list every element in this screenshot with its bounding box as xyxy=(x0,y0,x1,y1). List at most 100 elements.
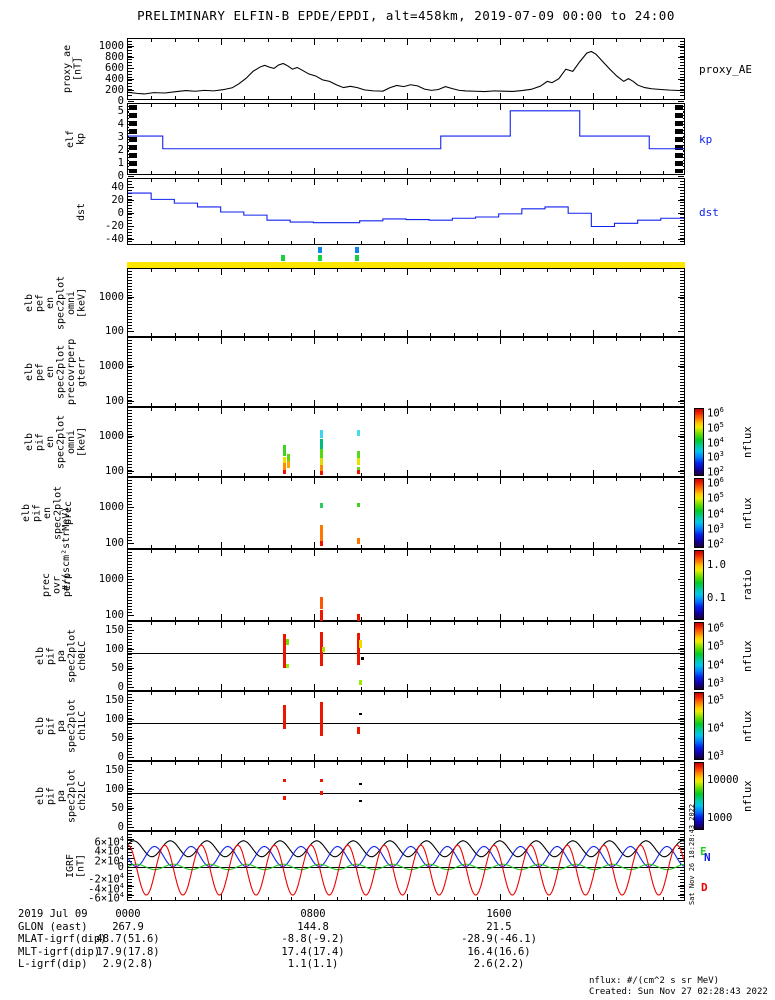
burst-marker-green xyxy=(355,255,360,261)
x-tick-bottom xyxy=(430,241,432,244)
data-line xyxy=(128,844,684,896)
y-tick-mark-left xyxy=(128,225,134,227)
x-tick-top xyxy=(314,622,315,628)
x-tick-bottom xyxy=(569,827,571,830)
y-tick-label: 1000 xyxy=(98,429,124,442)
x-tick-bottom xyxy=(151,96,153,99)
x-tick-top xyxy=(360,179,362,182)
x-tick-top xyxy=(546,338,548,341)
colorbar-unit-nflux: nflux xyxy=(742,710,754,742)
x-tick-top xyxy=(639,692,641,695)
x-tick-bottom xyxy=(500,330,501,336)
x-tick-bottom xyxy=(221,400,222,406)
x-tick-bottom xyxy=(174,241,176,244)
x-tick-top xyxy=(360,622,362,625)
y-tick-label: 100 xyxy=(105,643,124,656)
x-tick-bottom xyxy=(197,687,199,690)
x-tick-bottom xyxy=(476,473,478,476)
spectrogram-streak xyxy=(282,796,286,800)
x-tick-bottom xyxy=(546,241,548,244)
x-tick-bottom xyxy=(523,757,525,760)
y-tick-mark-left xyxy=(128,78,134,80)
x-tick-bottom xyxy=(662,897,664,900)
x-tick-bottom xyxy=(500,470,501,476)
y-tick-label: -40 xyxy=(105,232,124,245)
x-tick-bottom xyxy=(174,827,176,830)
colorbar-unit-nflux: nflux xyxy=(742,497,754,529)
x-tick-top xyxy=(290,692,292,695)
x-tick-bottom xyxy=(616,897,618,900)
x-tick-bottom xyxy=(174,757,176,760)
x-tick-bottom xyxy=(174,897,176,900)
x-tick-bottom xyxy=(290,617,292,620)
x-tick-top xyxy=(500,550,501,556)
x-tick-bottom xyxy=(314,542,315,548)
x-tick-top xyxy=(616,269,618,272)
x-tick-top xyxy=(546,408,548,411)
x-tick-top xyxy=(174,622,176,625)
x-tick-top xyxy=(476,550,478,553)
x-tick-bottom xyxy=(407,330,408,336)
x-tick-top xyxy=(267,39,269,42)
x-tick-top xyxy=(593,408,594,414)
x-tick-top xyxy=(453,179,455,182)
colorbar-tick-label: 106 xyxy=(707,476,724,490)
spectrogram-streak xyxy=(319,503,323,508)
x-tick-bottom xyxy=(453,897,455,900)
x-tick-top xyxy=(360,104,362,107)
x-tick-top xyxy=(453,762,455,765)
y-tick-label: -2×104 xyxy=(88,872,124,886)
x-tick-top xyxy=(569,692,571,695)
x-tick-bottom xyxy=(616,827,618,830)
plot-canvas xyxy=(128,50,684,95)
ylabel-igrf: IGRF [nT] xyxy=(65,853,87,879)
x-tick-bottom xyxy=(337,545,339,548)
spectrogram-streak xyxy=(286,454,290,462)
x-tick-top xyxy=(174,39,176,42)
x-tick-bottom xyxy=(197,171,199,174)
x-tick-top xyxy=(523,408,525,411)
x-tick-bottom xyxy=(360,333,362,336)
panel-pef_omni: 1000 100 xyxy=(99,268,685,337)
x-tick-top xyxy=(430,39,432,42)
spectrogram-streak xyxy=(319,438,323,450)
x-tick-top xyxy=(267,478,269,481)
x-tick-bottom xyxy=(476,171,478,174)
x-tick-bottom xyxy=(314,894,315,900)
x-tick-bottom xyxy=(174,403,176,406)
colorbar-ch2 xyxy=(694,762,704,830)
x-tick-top xyxy=(569,408,571,411)
x-tick-top xyxy=(546,39,548,42)
x-tick-top xyxy=(221,338,222,344)
y-tick-mark-left xyxy=(128,719,134,721)
y-tick-mark-left xyxy=(128,331,134,333)
x-tick-bottom xyxy=(383,473,385,476)
colorbar-tick-label: 105 xyxy=(707,639,724,653)
x-tick-top xyxy=(151,408,153,411)
x-tick-bottom xyxy=(407,754,408,760)
x-tick-top xyxy=(267,338,269,341)
y-tick-label: 2 xyxy=(117,144,124,156)
x-tick-top xyxy=(244,408,246,411)
x-tick-bottom xyxy=(290,687,292,690)
x-tick-top xyxy=(383,338,385,341)
y-tick-label: 100 xyxy=(105,464,124,477)
plot-title: PRELIMINARY ELFIN-B EPDE/EPDI, alt=458km… xyxy=(137,8,675,23)
x-tick-bottom xyxy=(407,542,408,548)
x-tick-bottom xyxy=(337,757,339,760)
y-tick-mark-right xyxy=(678,827,684,829)
x-tick-bottom xyxy=(383,617,385,620)
x-tick-top xyxy=(476,692,478,695)
y-minor-ticks-left xyxy=(128,624,132,688)
spectrogram-streak xyxy=(282,704,286,729)
x-tick-bottom xyxy=(337,617,339,620)
x-tick-top xyxy=(662,179,664,182)
y-tick-mark-left xyxy=(128,470,134,472)
spectrogram-streak xyxy=(359,712,362,715)
nflux-units-note: nflux: #/(cm^2 s sr MeV) xyxy=(589,976,720,986)
y-tick-label: 100 xyxy=(105,608,124,621)
y-tick-mark-right xyxy=(678,56,684,58)
x-tick-bottom xyxy=(639,241,641,244)
y-tick-mark-right xyxy=(678,331,684,333)
y-tick-mark-left xyxy=(128,296,134,298)
